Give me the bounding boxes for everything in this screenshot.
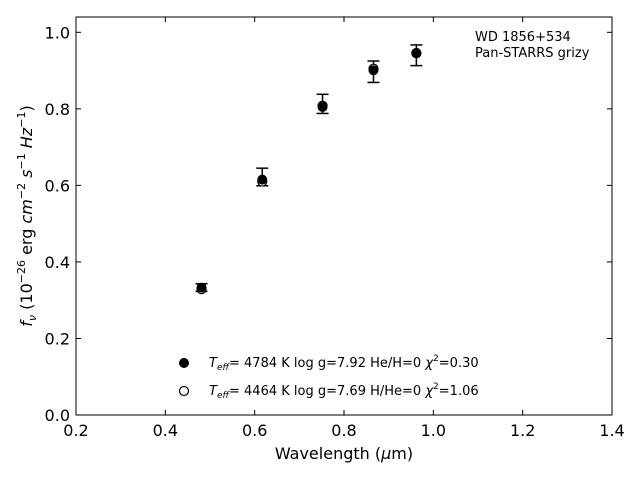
- legend-2-chi: =1.06: [439, 384, 479, 399]
- legend-1-comp: He/H=0: [370, 356, 421, 371]
- legend-2-comp: H/He=0: [370, 384, 421, 399]
- markers-layer: [196, 47, 422, 295]
- model-point-filled: [257, 174, 268, 185]
- x-tick-label: 1.0: [421, 421, 446, 440]
- legend-1-chi: =0.30: [439, 356, 479, 371]
- legend-2-logg: log g=7.69: [294, 384, 366, 399]
- model-point-filled: [317, 101, 328, 112]
- legend-marker-filled: [179, 358, 189, 368]
- x-axis-label: Wavelength (μm): [275, 444, 413, 463]
- legend-1-teff: 4784 K: [244, 356, 290, 371]
- annotation-line-1: WD 1856+534: [475, 30, 571, 45]
- model-point-filled: [196, 282, 207, 293]
- x-tick-label: 0.6: [242, 421, 267, 440]
- errorbars-layer: [195, 44, 423, 293]
- ticks-layer: 0.2 0.4 0.6 0.8 1.0 1.2 1.40.00.20.40.60.81.0: [45, 17, 625, 440]
- legend-entry-2: Teff= 4464 K log g=7.69 H/He=0 χ2=1.06: [209, 382, 479, 401]
- model-point-filled: [411, 48, 422, 59]
- x-tick-label: 0.2: [63, 421, 88, 440]
- annotation: WD 1856+534 Pan-STARRS grizy: [475, 30, 590, 61]
- model-point-filled: [368, 65, 379, 76]
- y-tick-label: 0.8: [45, 100, 70, 119]
- y-tick-label: 0.0: [45, 406, 70, 425]
- legend-entry-1: Teff= 4784 K log g=7.92 He/H=0 χ2=0.30: [209, 354, 479, 373]
- legend-2-teff: 4464 K: [244, 384, 290, 399]
- legend-1-logg: log g=7.92: [294, 356, 366, 371]
- legend-marker-open: [178, 385, 190, 397]
- y-tick-label: 0.4: [45, 253, 70, 272]
- y-tick-label: 0.6: [45, 176, 70, 195]
- x-tick-label: 0.4: [153, 421, 178, 440]
- y-axis-label: fν (10−26 erg cm−2 s−1 Hz−1): [15, 105, 39, 326]
- legend: Teff= 4784 K log g=7.92 He/H=0 χ2=0.30 T…: [178, 354, 479, 401]
- x-tick-label: 0.8: [331, 421, 356, 440]
- x-tick-label: 1.4: [599, 421, 624, 440]
- y-tick-label: 1.0: [45, 23, 70, 42]
- annotation-line-2: Pan-STARRS grizy: [475, 46, 590, 61]
- x-tick-label: 1.2: [510, 421, 535, 440]
- plot-frame: [75, 16, 613, 416]
- y-tick-label: 0.2: [45, 329, 70, 348]
